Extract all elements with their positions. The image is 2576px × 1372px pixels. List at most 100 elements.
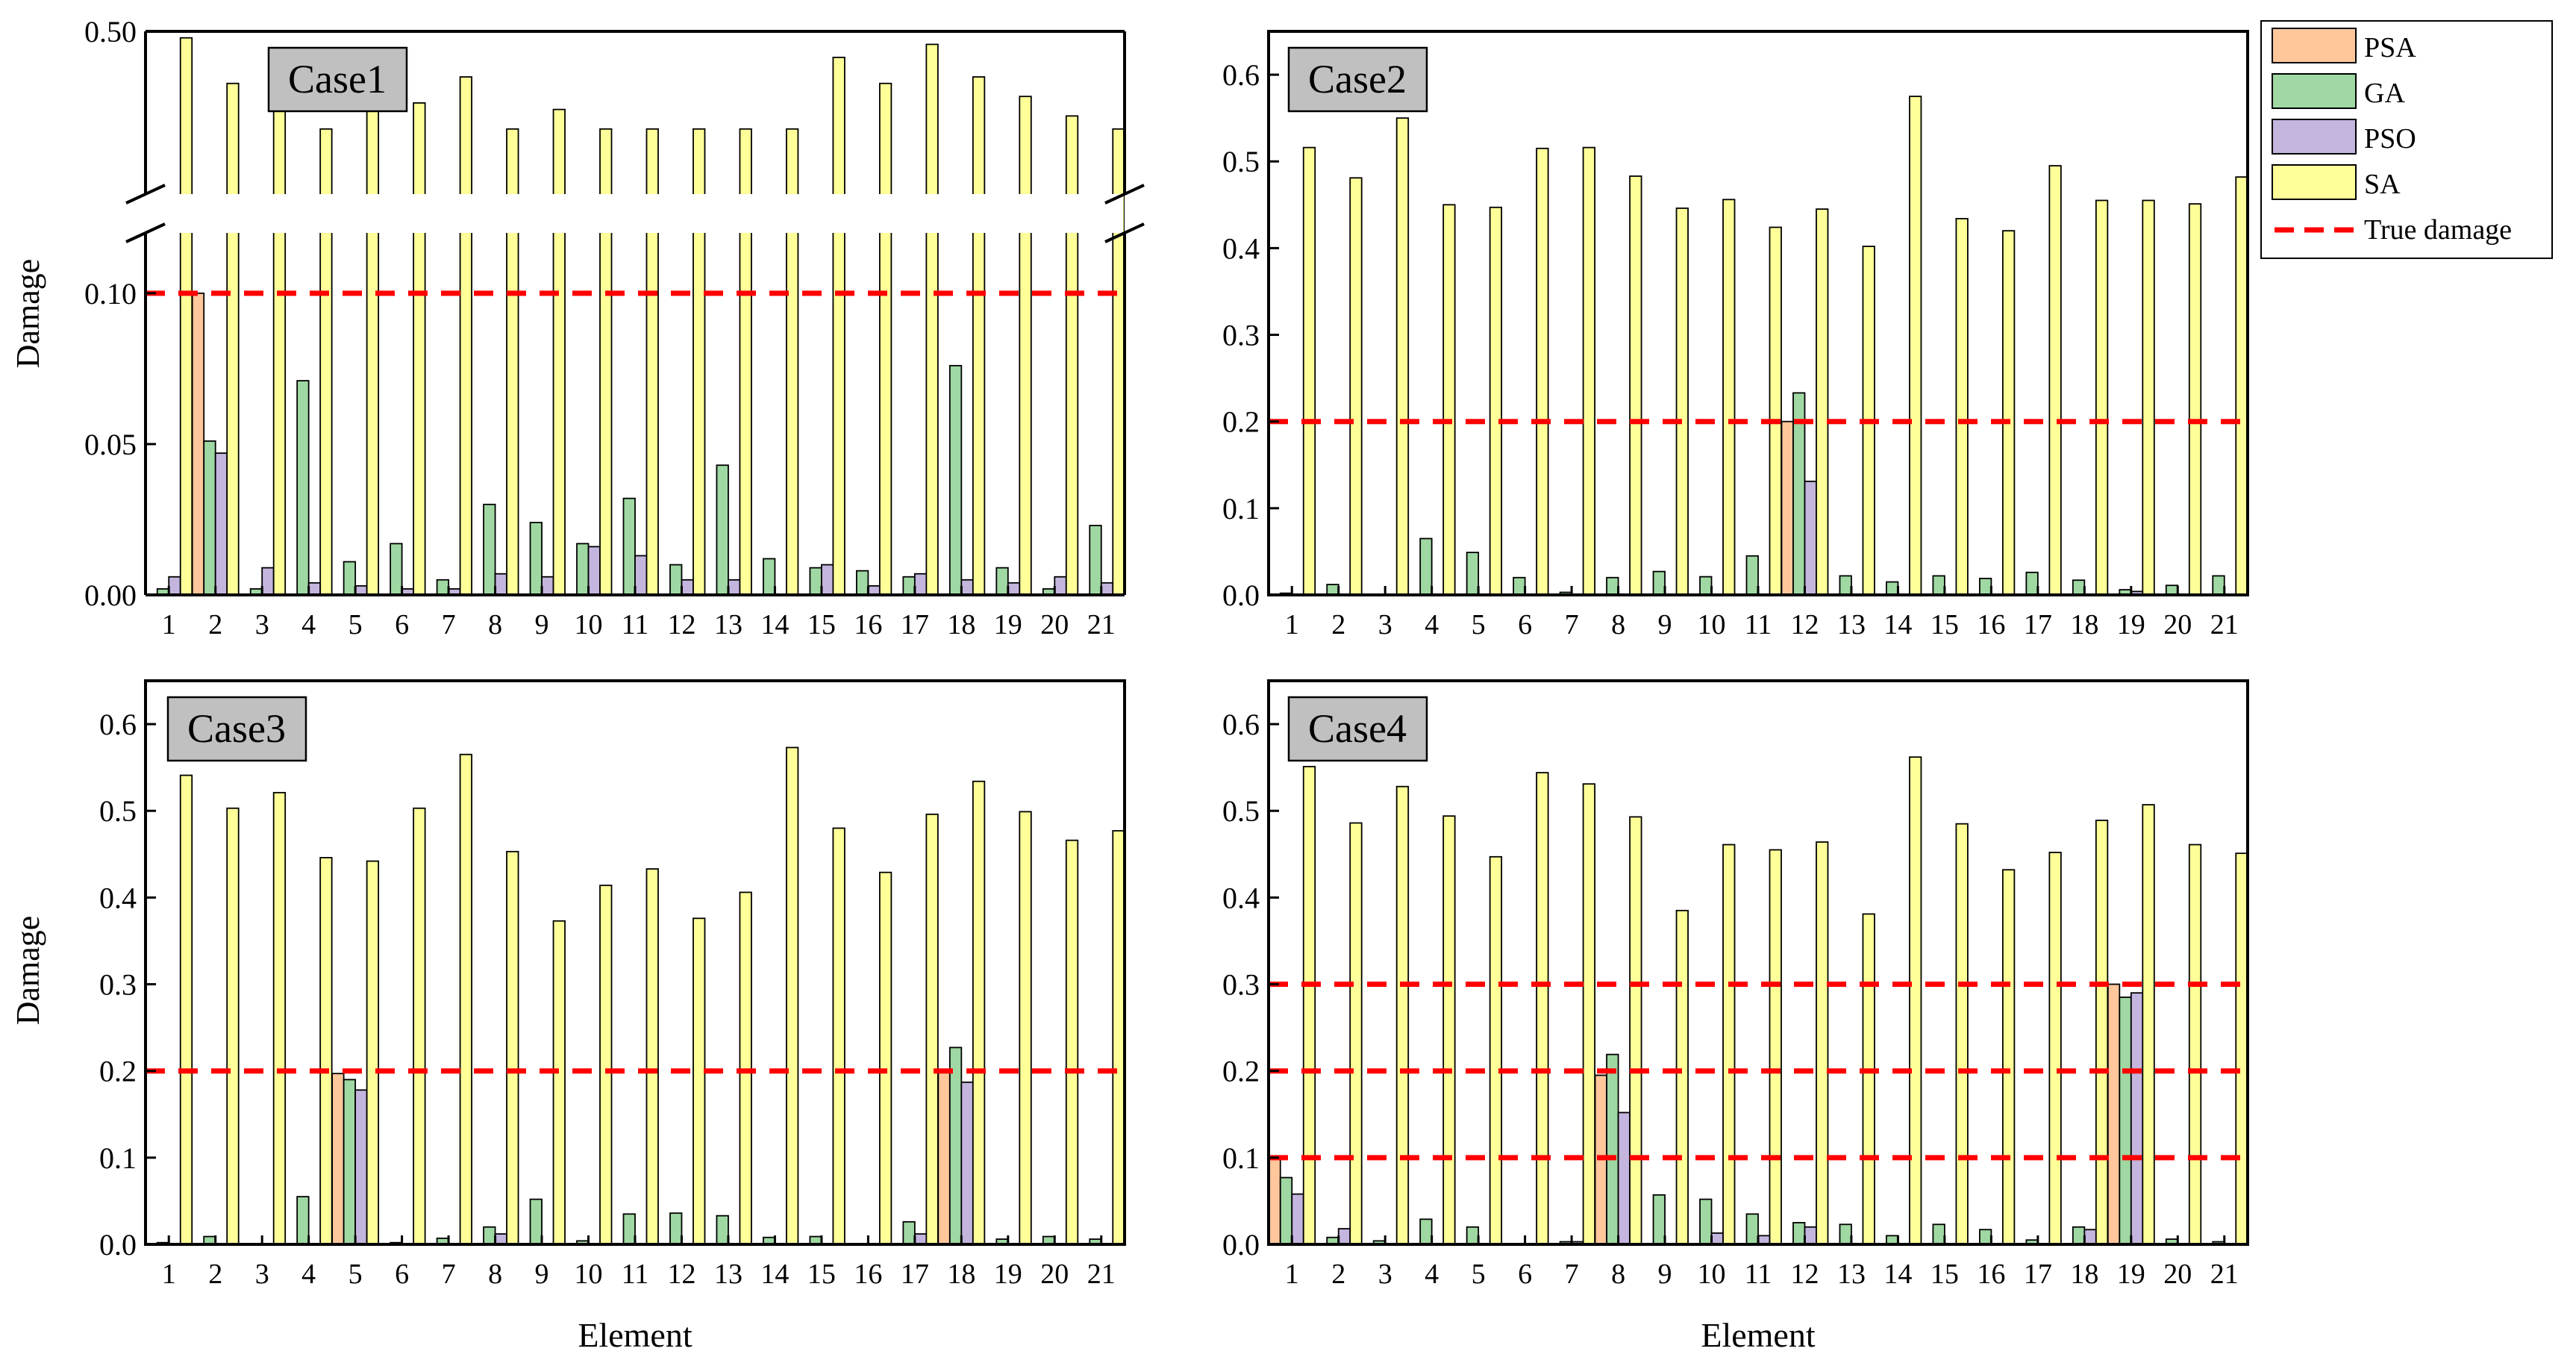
x-tick-label: 4 (1425, 609, 1439, 640)
bar-sa-element-3 (272, 791, 287, 1244)
bar-sa-element-4 (319, 128, 333, 595)
y-tick-label: 0.50 (84, 15, 137, 49)
case-title: Case4 (1308, 706, 1407, 751)
y-tick-label: 0.05 (84, 428, 137, 461)
y-tick-label: 0.1 (1222, 1141, 1260, 1175)
bar-sa-element-15 (832, 56, 845, 595)
bar-ga-element-9 (529, 522, 543, 595)
x-tick-label: 3 (1378, 609, 1392, 640)
x-tick-label: 18 (947, 609, 975, 640)
bar-sa-element-10 (1722, 199, 1736, 595)
bar-ga-element-6 (1513, 576, 1526, 595)
x-tick-label: 20 (1040, 609, 1069, 640)
bar-sa-element-9 (1675, 208, 1689, 595)
bar-sa-element-17 (925, 43, 939, 595)
x-tick-label: 13 (1837, 609, 1866, 640)
bar-sa-element-17 (2048, 852, 2062, 1244)
bar-pso-element-18 (960, 579, 974, 595)
x-tick-label: 9 (1658, 1259, 1672, 1290)
case-title-box (1287, 46, 1428, 113)
bar-sa-element-10 (1722, 844, 1736, 1244)
y-tick-label: 0.5 (1222, 145, 1260, 178)
bar-sa-element-21 (2235, 176, 2248, 595)
x-tick-label: 17 (901, 1259, 929, 1290)
bar-pso-element-2 (1337, 1228, 1351, 1244)
bar-sa-element-11 (645, 868, 659, 1244)
bar-pso-element-21 (1100, 581, 1114, 595)
y-tick-label: 0.6 (1222, 58, 1260, 92)
legend: PSA GA PSO SA True damage (2260, 20, 2553, 259)
bar-sa-element-1 (1302, 146, 1316, 595)
legend-label-sa: SA (2364, 169, 2401, 200)
chart-panel-2: 0.00.10.20.30.40.50.61 2 3 4 5 6 7 8 9 10 11 12 13 14… (1222, 30, 2249, 640)
bar-pso-element-8 (494, 573, 507, 595)
bar-pso-element-20 (1054, 576, 1067, 595)
bar-ga-element-12 (1792, 1222, 1806, 1244)
x-tick-label: 3 (1378, 1259, 1392, 1290)
bar-pso-element-8 (494, 1233, 507, 1244)
x-tick-label: 19 (994, 1259, 1022, 1290)
bar-sa-element-14 (1909, 756, 1922, 1244)
chart-panels: 0.000.050.100.501 2 3 4 5 6 7 8 9 10 11 12 13 14 15 16 1… (10, 15, 2249, 1354)
bar-ga-element-11 (622, 497, 636, 595)
x-tick-label: 16 (1977, 609, 2005, 640)
bar-sa-element-1 (1302, 766, 1316, 1244)
bar-ga-element-13 (1839, 1223, 1852, 1244)
bar-sa-element-11 (1769, 226, 1782, 595)
x-tick-label: 14 (1883, 609, 1912, 640)
bar-ga-element-12 (669, 564, 683, 595)
y-tick-label: 0.6 (1222, 708, 1260, 741)
axis-break-mark (1104, 222, 1145, 243)
bar-sa-element-18 (2095, 820, 2109, 1244)
bar-sa-element-2 (1349, 822, 1363, 1244)
x-tick-label: 18 (2070, 609, 2098, 640)
bar-ga-element-21 (1089, 525, 1102, 595)
bar-ga-element-15 (809, 567, 822, 595)
bar-sa-element-2 (226, 807, 240, 1244)
bar-sa-element-19 (1019, 811, 1032, 1244)
bar-sa-element-13 (1862, 913, 1875, 1244)
bar-sa-element-12 (1816, 841, 1829, 1244)
bar-sa-element-16 (2001, 869, 2016, 1244)
bar-ga-element-4 (1419, 537, 1433, 595)
y-tick-label: 0.1 (1222, 492, 1260, 526)
legend-swatch-pso (2272, 119, 2357, 155)
y-tick-label: 0.10 (84, 277, 137, 311)
bar-sa-element-6 (413, 807, 426, 1244)
bar-pso-element-2 (214, 452, 228, 595)
bar-pso-element-12 (681, 579, 694, 595)
y-tick-label: 0.3 (99, 968, 137, 1002)
bar-ga-element-19 (995, 567, 1009, 595)
y-tick-label: 0.2 (99, 1055, 137, 1088)
bar-sa-element-18 (972, 76, 986, 595)
bar-ga-element-1 (1279, 1176, 1293, 1244)
bar-ga-element-11 (1745, 555, 1759, 595)
bar-ga-element-12 (669, 1212, 683, 1244)
bar-psa-element-1 (1269, 1156, 1281, 1244)
x-tick-label: 5 (348, 1259, 363, 1290)
bar-sa-element-3 (272, 89, 287, 595)
x-tick-label: 6 (395, 609, 409, 640)
bars (1279, 96, 2248, 595)
bar-psa-element-19 (2107, 983, 2121, 1244)
bar-sa-element-20 (2188, 203, 2202, 595)
bar-sa-element-14 (1909, 96, 1922, 595)
x-tick-label: 3 (255, 609, 269, 640)
case-title-box (267, 46, 408, 113)
bar-sa-element-6 (413, 102, 426, 595)
bar-ga-element-9 (529, 1198, 543, 1244)
bar-pso-element-13 (728, 579, 741, 595)
bar-ga-element-21 (2212, 575, 2225, 595)
bar-sa-element-5 (366, 96, 380, 595)
bar-ga-element-11 (1745, 1213, 1759, 1244)
bar-sa-element-1 (179, 774, 193, 1244)
bar-sa-element-6 (1536, 772, 1549, 1244)
bar-sa-element-16 (878, 82, 892, 595)
bar-ga-element-10 (1699, 1198, 1713, 1244)
x-tick-label: 20 (2163, 1259, 2192, 1290)
x-tick-label: 2 (208, 1259, 222, 1290)
y-tick-label: 0.2 (1222, 1055, 1260, 1088)
legend-swatch-psa (2272, 28, 2357, 63)
bar-ga-element-4 (296, 1196, 310, 1244)
bar-pso-element-3 (261, 567, 275, 595)
